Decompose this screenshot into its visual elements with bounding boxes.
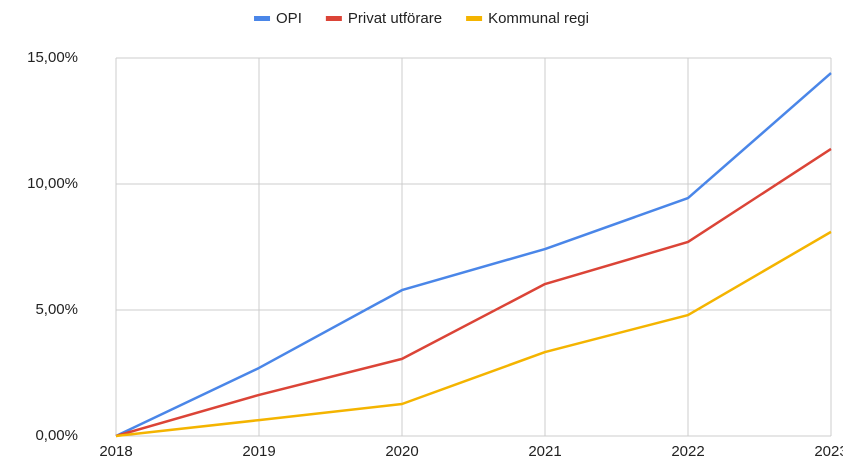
y-tick-label: 5,00% — [35, 301, 78, 318]
x-tick-label: 2021 — [528, 443, 561, 459]
legend-label: OPI — [276, 10, 302, 27]
legend-label: Privat utförare — [348, 10, 442, 27]
x-tick-label: 2018 — [99, 443, 132, 459]
x-tick-label: 2023 — [814, 443, 843, 459]
legend: OPI Privat utförare Kommunal regi — [254, 10, 589, 27]
x-tick-label: 2019 — [242, 443, 275, 459]
line-series — [115, 147, 832, 438]
line-series — [115, 72, 832, 438]
legend-swatch — [466, 16, 483, 21]
legend-swatch — [325, 16, 342, 21]
y-tick-label: 0,00% — [35, 427, 78, 444]
y-tick-label: 15,00% — [27, 49, 78, 66]
y-tick-label: 10,00% — [27, 175, 78, 192]
x-tick-label: 2020 — [385, 443, 418, 459]
legend-swatch — [254, 16, 271, 21]
legend-label: Kommunal regi — [488, 10, 589, 27]
x-tick-label: 2022 — [671, 443, 704, 459]
line-series — [115, 230, 832, 438]
